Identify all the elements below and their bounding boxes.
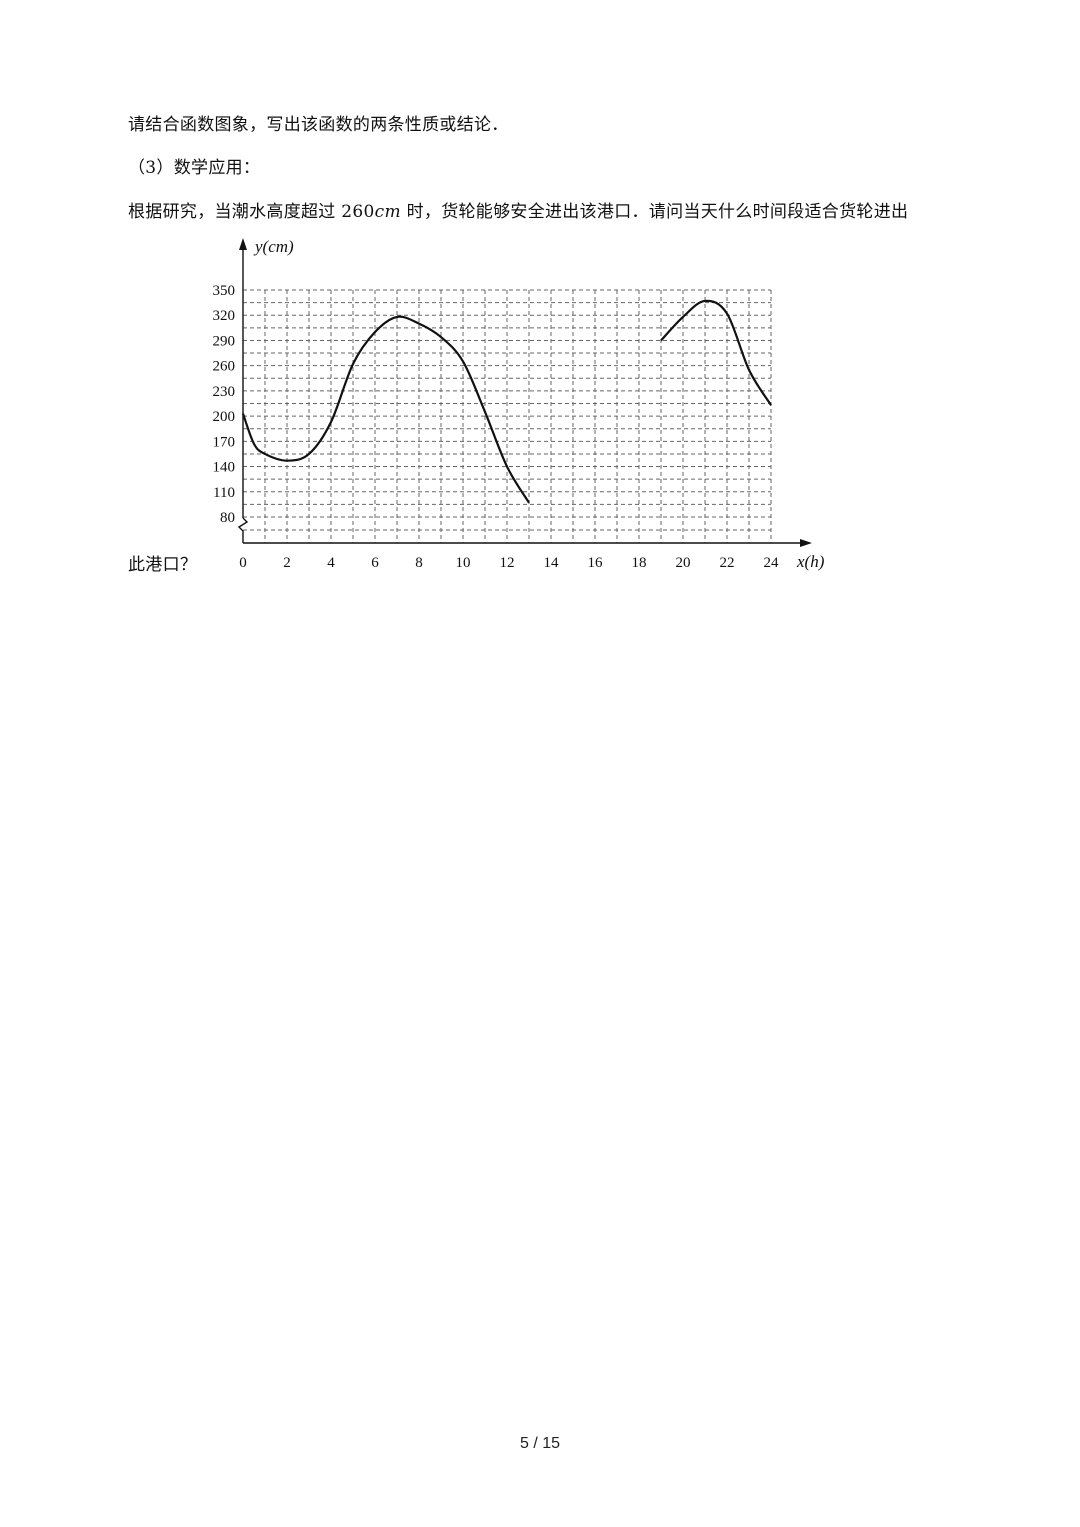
y-tick-label: 260 <box>213 359 236 375</box>
section-heading-math-application: （3）数学应用： <box>128 158 261 178</box>
x-tick-label: 12 <box>500 555 515 571</box>
tide-curve-segment <box>660 299 772 406</box>
x-tick-label: 0 <box>239 555 247 571</box>
y-tick-label: 200 <box>213 409 236 425</box>
unit-cm: cm <box>374 202 401 222</box>
x-tick-label: 22 <box>720 555 735 571</box>
y-tick-label: 320 <box>213 308 236 324</box>
y-axis-break <box>237 517 249 543</box>
chart-grid <box>243 289 772 543</box>
x-axis-arrow <box>800 539 812 547</box>
y-tick-label: 350 <box>213 283 236 299</box>
tide-curve-segment <box>241 315 530 504</box>
question-text-line-1: 请结合函数图象，写出该函数的两条性质或结论． <box>128 115 509 135</box>
y-tick-label: 80 <box>220 510 235 526</box>
x-tick-label: 20 <box>676 555 691 571</box>
question-text-line-4: 此港口？ <box>128 555 198 575</box>
chart-curves <box>241 299 772 504</box>
page-number: 5 / 15 <box>519 1435 561 1452</box>
x-tick-label: 2 <box>283 555 291 571</box>
x-tick-label: 16 <box>588 555 604 571</box>
x-tick-label: 4 <box>327 555 335 571</box>
x-tick-label: 18 <box>632 555 647 571</box>
y-tick-label: 170 <box>213 434 236 450</box>
y-tick-label: 290 <box>213 333 236 349</box>
x-tick-label: 6 <box>371 555 379 571</box>
x-tick-label: 8 <box>415 555 423 571</box>
y-tick-label: 140 <box>213 460 236 476</box>
x-tick-label: 24 <box>764 555 780 571</box>
y-tick-label: 230 <box>213 384 236 400</box>
y-axis-label: y(cm) <box>253 237 294 256</box>
question-text-line-3: 根据研究，当潮水高度超过 260cm 时，货轮能够安全进出该港口．请问当天什么时… <box>128 200 908 224</box>
question-text-part: 根据研究，当潮水高度超过 260 <box>128 202 375 222</box>
x-tick-label: 10 <box>456 555 471 571</box>
chart-axes <box>237 238 812 547</box>
y-tick-label: 110 <box>213 485 235 501</box>
x-tick-label: 14 <box>544 555 560 571</box>
y-axis-arrow <box>239 238 247 250</box>
x-axis-label: x(h) <box>796 552 825 571</box>
question-text-part: 时，货轮能够安全进出该港口．请问当天什么时间段适合货轮进出 <box>400 202 909 222</box>
